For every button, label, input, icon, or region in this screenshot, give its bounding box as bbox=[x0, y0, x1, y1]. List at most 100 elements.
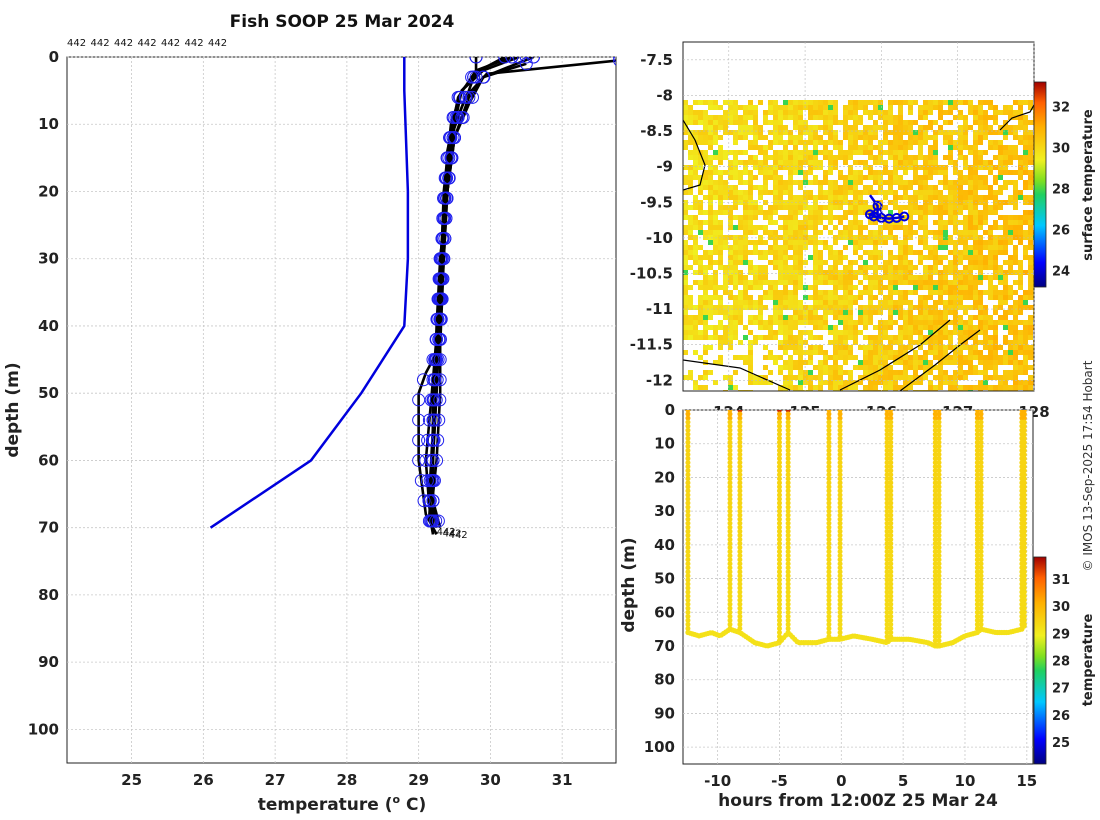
profile-dot bbox=[837, 431, 843, 437]
sst-cell bbox=[953, 215, 958, 220]
sst-cell bbox=[883, 195, 888, 200]
sst-cell bbox=[743, 240, 748, 245]
sst-cell bbox=[1003, 290, 1008, 295]
profile-dot bbox=[737, 545, 743, 551]
sst-cell bbox=[808, 130, 813, 135]
profile-dot bbox=[978, 516, 984, 522]
sst-cell bbox=[793, 295, 798, 300]
sst-cell bbox=[773, 125, 778, 130]
sst-cell bbox=[1023, 135, 1028, 140]
profile-dot bbox=[737, 456, 743, 462]
profile-dot bbox=[826, 415, 832, 421]
profile-dot bbox=[936, 565, 942, 571]
sst-cell bbox=[1028, 260, 1033, 265]
profile-dot bbox=[737, 565, 743, 571]
sst-cell bbox=[773, 240, 778, 245]
sst-cell bbox=[783, 270, 788, 275]
sst-cell bbox=[693, 335, 698, 340]
sst-cell bbox=[963, 190, 968, 195]
sst-cell bbox=[883, 345, 888, 350]
sst-cell bbox=[713, 250, 718, 255]
sst-cell bbox=[978, 125, 983, 130]
sst-cell bbox=[873, 280, 878, 285]
sst-cell bbox=[733, 190, 738, 195]
sst-cell bbox=[903, 300, 908, 305]
sst-cell bbox=[1018, 120, 1023, 125]
sst-cell bbox=[998, 145, 1003, 150]
sst-cell bbox=[928, 230, 933, 235]
sst-cell bbox=[943, 175, 948, 180]
sst-cell bbox=[708, 315, 713, 320]
profile-marker bbox=[438, 191, 452, 205]
sst-cell bbox=[928, 280, 933, 285]
sst-cell bbox=[863, 275, 868, 280]
sst-cell bbox=[958, 285, 963, 290]
sst-cell bbox=[768, 280, 773, 285]
sst-cell bbox=[998, 205, 1003, 210]
sst-cell bbox=[853, 245, 858, 250]
sst-cell bbox=[928, 365, 933, 370]
sst-cell bbox=[813, 345, 818, 350]
sst-cell bbox=[968, 165, 973, 170]
sst-cell bbox=[988, 250, 993, 255]
sst-cell bbox=[843, 225, 848, 230]
sst-cell bbox=[773, 190, 778, 195]
sst-cell bbox=[698, 230, 703, 235]
profile-dot bbox=[776, 532, 782, 538]
sst-cell bbox=[753, 335, 758, 340]
profile-dot bbox=[974, 512, 980, 518]
sst-cell bbox=[788, 340, 793, 345]
profile-dot bbox=[884, 573, 890, 579]
sst-cell bbox=[983, 220, 988, 225]
sst-cell bbox=[968, 150, 973, 155]
sst-cell bbox=[973, 355, 978, 360]
sst-cell bbox=[788, 305, 793, 310]
profile-dot bbox=[884, 520, 890, 526]
sst-cell bbox=[898, 180, 903, 185]
depth-time-y-tick-label: 30 bbox=[654, 502, 675, 520]
profile-dot bbox=[685, 532, 691, 538]
sst-cell bbox=[1003, 220, 1008, 225]
sst-cell bbox=[973, 205, 978, 210]
y-tick-label: 70 bbox=[38, 519, 59, 537]
sst-cell bbox=[783, 190, 788, 195]
sst-cell bbox=[708, 160, 713, 165]
sst-cell bbox=[968, 280, 973, 285]
profile-dot bbox=[776, 456, 782, 462]
profile-dot bbox=[727, 456, 733, 462]
sst-cell bbox=[738, 160, 743, 165]
profile-dot bbox=[978, 549, 984, 555]
sst-cell bbox=[858, 295, 863, 300]
sst-cell bbox=[828, 330, 833, 335]
sst-cell bbox=[728, 310, 733, 315]
profile-dot bbox=[884, 447, 890, 453]
sst-cell bbox=[958, 180, 963, 185]
sst-cell bbox=[718, 155, 723, 160]
x-tick-label: 25 bbox=[121, 771, 142, 789]
sst-cell bbox=[808, 320, 813, 325]
profile-dot bbox=[1019, 625, 1025, 631]
sst-cell bbox=[938, 275, 943, 280]
sst-cell bbox=[883, 355, 888, 360]
temperature-colorbar-tick: 28 bbox=[1052, 655, 1070, 670]
sst-cell bbox=[933, 385, 938, 390]
sst-cell bbox=[863, 205, 868, 210]
sst-cell bbox=[688, 335, 693, 340]
sst-cell bbox=[958, 365, 963, 370]
sst-cell bbox=[793, 110, 798, 115]
map-y-tick-label: -8.5 bbox=[640, 122, 673, 140]
sst-cell bbox=[903, 195, 908, 200]
sst-cell bbox=[783, 205, 788, 210]
sst-cell bbox=[818, 345, 823, 350]
sst-cell bbox=[928, 120, 933, 125]
sst-cell bbox=[833, 295, 838, 300]
sst-cell bbox=[858, 100, 863, 105]
sst-cell bbox=[843, 345, 848, 350]
sst-cell bbox=[708, 295, 713, 300]
sst-cell bbox=[813, 260, 818, 265]
sst-cell bbox=[723, 210, 728, 215]
sst-cell bbox=[783, 340, 788, 345]
sst-cell bbox=[918, 190, 923, 195]
x-axis-label-end: C) bbox=[400, 795, 426, 815]
